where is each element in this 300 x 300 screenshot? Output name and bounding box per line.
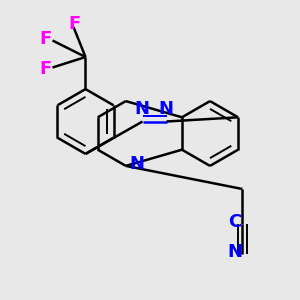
- Text: N: N: [129, 155, 144, 173]
- Text: N: N: [227, 243, 242, 261]
- Text: F: F: [40, 30, 52, 48]
- Text: F: F: [40, 60, 52, 78]
- Text: C: C: [228, 213, 242, 231]
- Text: N: N: [159, 100, 174, 118]
- Text: F: F: [69, 15, 81, 33]
- Text: N: N: [135, 100, 150, 118]
